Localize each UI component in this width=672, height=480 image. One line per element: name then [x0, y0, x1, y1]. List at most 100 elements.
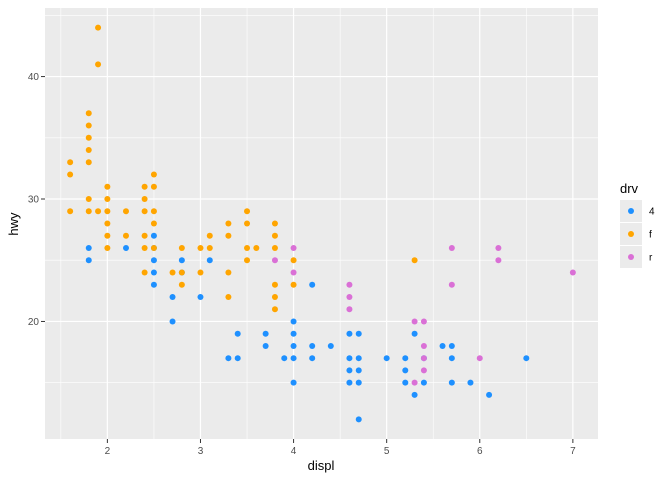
- data-point-drv-4: [448, 379, 455, 386]
- data-point-drv-r: [346, 281, 353, 288]
- data-point-drv-4: [150, 281, 157, 288]
- data-point-drv-4: [448, 342, 455, 349]
- data-point-drv-4: [448, 355, 455, 362]
- data-point-drv-4: [346, 330, 353, 337]
- data-point-drv-4: [178, 257, 185, 264]
- data-point-drv-f: [244, 208, 251, 215]
- x-tick-label: 7: [570, 446, 576, 457]
- data-point-drv-f: [150, 171, 157, 178]
- data-point-drv-r: [346, 306, 353, 313]
- data-point-drv-4: [383, 355, 390, 362]
- y-axis: 20 30 40: [28, 72, 45, 328]
- data-point-drv-r: [495, 257, 502, 264]
- data-point-drv-4: [206, 257, 213, 264]
- data-point-drv-4: [234, 355, 241, 362]
- x-tick-label: 4: [291, 446, 297, 457]
- data-point-drv-4: [346, 355, 353, 362]
- data-point-drv-f: [225, 220, 232, 227]
- legend-entries: 4 f r: [620, 200, 655, 268]
- y-axis-title: hwy: [6, 212, 21, 236]
- data-point-drv-4: [346, 379, 353, 386]
- data-point-drv-f: [271, 232, 278, 239]
- major-gridlines: [45, 8, 598, 439]
- data-point-drv-4: [420, 379, 427, 386]
- data-point-drv-f: [150, 183, 157, 190]
- y-tick-label: 40: [28, 72, 40, 83]
- panel-background: [45, 8, 598, 439]
- data-point-drv-r: [411, 318, 418, 325]
- data-point-drv-f: [141, 232, 148, 239]
- data-point-drv-f: [104, 244, 111, 251]
- data-point-drv-f: [225, 232, 232, 239]
- data-point-drv-4: [290, 355, 297, 362]
- legend-swatch-f: [628, 231, 634, 237]
- x-tick-label: 6: [477, 446, 483, 457]
- legend-swatch-r: [628, 254, 634, 260]
- data-point-drv-f: [141, 208, 148, 215]
- data-point-drv-f: [104, 183, 111, 190]
- data-point-drv-f: [271, 244, 278, 251]
- data-point-drv-f: [85, 208, 92, 215]
- data-point-drv-4: [262, 342, 269, 349]
- data-point-drv-f: [150, 244, 157, 251]
- data-point-drv-f: [197, 269, 204, 276]
- data-point-drv-f: [244, 257, 251, 264]
- data-point-drv-f: [85, 196, 92, 203]
- data-point-drv-r: [271, 257, 278, 264]
- data-point-drv-f: [141, 183, 148, 190]
- data-point-drv-f: [150, 208, 157, 215]
- data-point-drv-f: [206, 232, 213, 239]
- data-point-drv-f: [141, 196, 148, 203]
- data-point-drv-4: [197, 293, 204, 300]
- data-point-drv-4: [150, 269, 157, 276]
- data-point-drv-f: [271, 293, 278, 300]
- x-tick-label: 3: [198, 446, 204, 457]
- data-point-drv-4: [467, 379, 474, 386]
- data-point-drv-f: [67, 208, 74, 215]
- data-point-drv-f: [95, 208, 102, 215]
- legend: drv 4 f r: [620, 181, 655, 268]
- data-point-drv-f: [104, 208, 111, 215]
- data-point-drv-r: [346, 293, 353, 300]
- data-point-drv-r: [290, 269, 297, 276]
- data-point-drv-4: [262, 330, 269, 337]
- minor-gridlines: [45, 8, 598, 439]
- data-point-drv-r: [420, 367, 427, 374]
- data-point-drv-4: [346, 367, 353, 374]
- data-point-drv-f: [225, 293, 232, 300]
- data-point-drv-4: [309, 281, 316, 288]
- data-point-drv-4: [169, 293, 176, 300]
- data-point-drv-4: [309, 355, 316, 362]
- data-point-drv-r: [495, 244, 502, 251]
- data-point-drv-4: [355, 416, 362, 423]
- data-point-drv-4: [150, 257, 157, 264]
- data-point-drv-f: [95, 61, 102, 68]
- data-point-drv-r: [476, 355, 483, 362]
- data-point-drv-f: [244, 244, 251, 251]
- data-point-drv-r: [290, 244, 297, 251]
- data-point-drv-f: [141, 269, 148, 276]
- data-points: [67, 24, 576, 423]
- data-point-drv-f: [178, 244, 185, 251]
- data-point-drv-f: [104, 196, 111, 203]
- data-point-drv-4: [402, 355, 409, 362]
- data-point-drv-f: [244, 220, 251, 227]
- data-point-drv-f: [290, 281, 297, 288]
- data-point-drv-f: [67, 159, 74, 166]
- data-point-drv-f: [85, 134, 92, 141]
- data-point-drv-4: [355, 355, 362, 362]
- data-point-drv-4: [281, 355, 288, 362]
- data-point-drv-f: [197, 244, 204, 251]
- data-point-drv-4: [327, 342, 334, 349]
- data-point-drv-f: [271, 220, 278, 227]
- data-point-drv-f: [290, 257, 297, 264]
- data-point-drv-4: [402, 379, 409, 386]
- data-point-drv-f: [169, 269, 176, 276]
- data-point-drv-f: [178, 269, 185, 276]
- data-point-drv-4: [85, 257, 92, 264]
- data-point-drv-4: [150, 232, 157, 239]
- x-axis-title: displ: [308, 458, 335, 473]
- data-point-drv-4: [355, 367, 362, 374]
- data-point-drv-f: [271, 281, 278, 288]
- data-point-drv-f: [85, 159, 92, 166]
